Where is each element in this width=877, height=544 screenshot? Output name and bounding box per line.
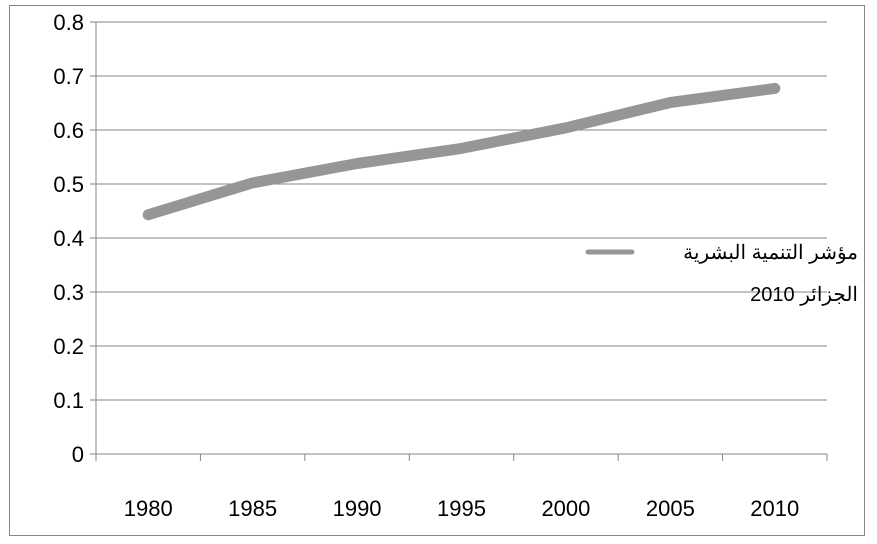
y-tick-label: 0.1 [53, 388, 84, 413]
data-point [774, 87, 776, 89]
x-tick-label: 2000 [541, 496, 590, 521]
y-axis-tick-labels: 0 0.1 0.2 0.3 0.4 0.5 0.6 0.7 0.8 [53, 10, 84, 467]
gridlines [96, 21, 827, 401]
x-tick-label: 1980 [124, 496, 173, 521]
y-tick-label: 0.7 [53, 64, 84, 89]
y-tick-label: 0.3 [53, 280, 84, 305]
legend-label-line1: مؤشر التنمية البشرية [683, 242, 858, 264]
y-tick-label: 0.5 [53, 172, 84, 197]
axes [90, 21, 828, 461]
y-tick-label: 0 [72, 442, 84, 467]
x-tick-label: 2010 [750, 496, 799, 521]
y-tick-label: 0.4 [53, 226, 84, 251]
y-tick-label: 0.2 [53, 334, 84, 359]
x-tick-label: 2005 [646, 496, 695, 521]
data-point [252, 182, 254, 184]
x-tick-label: 1995 [437, 496, 486, 521]
y-tick-label: 0.8 [53, 10, 84, 35]
data-point [669, 101, 671, 103]
legend-label-line2: 2010 الجزائر [750, 284, 858, 306]
series-layer [142, 82, 781, 221]
y-tick-label: 0.6 [53, 118, 84, 143]
x-tick-label: 1990 [333, 496, 382, 521]
x-axis-tick-labels: 1980 1985 1990 1995 2000 2005 2010 [124, 496, 800, 521]
legend: مؤشر التنمية البشرية 2010 الجزائر [585, 242, 858, 306]
x-tick-label: 1985 [228, 496, 277, 521]
data-point [565, 127, 567, 129]
series-line [142, 82, 781, 221]
data-point [147, 214, 149, 216]
data-point [461, 147, 462, 149]
data-point [356, 162, 358, 164]
